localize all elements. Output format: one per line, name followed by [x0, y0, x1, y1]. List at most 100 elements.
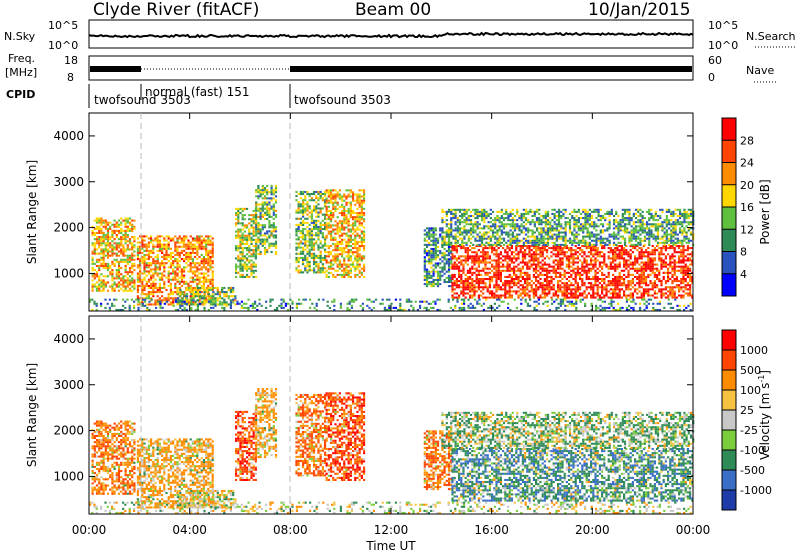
power-cell	[340, 269, 344, 272]
power-cell	[329, 265, 333, 268]
power-cell	[128, 240, 132, 243]
power-cell	[122, 277, 125, 280]
power-cell	[295, 195, 298, 198]
power-cell	[194, 289, 197, 292]
power-cell	[270, 189, 273, 192]
power-cell	[565, 288, 568, 291]
power-cell	[581, 267, 584, 270]
power-cell	[152, 239, 155, 242]
power-cell	[98, 217, 101, 220]
power-cell	[354, 251, 357, 254]
power-cell	[301, 258, 305, 262]
power-cell	[176, 251, 179, 254]
power-cell	[245, 267, 249, 270]
power-cell	[524, 257, 527, 260]
power-cell	[299, 240, 302, 243]
power-cell	[152, 284, 155, 287]
power-cell	[354, 242, 357, 245]
power-cell	[180, 237, 184, 240]
power-cell	[329, 245, 333, 248]
power-cell	[572, 255, 575, 258]
power-cell	[627, 265, 630, 268]
power-cell	[443, 278, 446, 281]
power-cell	[165, 256, 168, 259]
power-cell	[497, 275, 500, 278]
power-cell	[356, 253, 359, 256]
power-cell	[451, 284, 454, 287]
power-cell	[647, 263, 650, 266]
power-cell	[428, 235, 431, 238]
power-cell	[526, 275, 529, 278]
power-cell	[526, 267, 529, 270]
power-cell	[489, 237, 492, 240]
power-cell	[194, 239, 197, 242]
power-cell	[145, 262, 148, 265]
power-cell	[211, 243, 214, 246]
power-cell	[128, 229, 132, 232]
power-cell	[319, 267, 322, 270]
power-cell	[167, 256, 170, 259]
power-cell	[539, 249, 542, 252]
power-cell	[211, 256, 214, 259]
power-cell	[152, 282, 155, 285]
power-cell	[662, 271, 665, 274]
power-cell	[524, 251, 527, 254]
power-cell	[456, 225, 459, 228]
power-cell	[524, 273, 527, 276]
power-cell	[340, 232, 344, 235]
power-cell	[209, 268, 212, 271]
power-cell	[603, 282, 606, 285]
power-cell	[594, 249, 597, 252]
power-cell	[327, 191, 330, 194]
power-cell	[506, 269, 509, 272]
power-cell	[572, 292, 575, 295]
power-cell	[340, 220, 344, 223]
power-cell	[423, 264, 426, 267]
power-cell	[425, 231, 429, 234]
power-cell	[480, 251, 483, 254]
power-cell	[270, 244, 273, 247]
power-cell	[139, 235, 142, 238]
power-cell	[629, 267, 632, 270]
power-cell	[452, 214, 455, 218]
power-cell	[169, 253, 173, 256]
power-cell	[576, 296, 579, 299]
power-cell	[315, 225, 318, 229]
power-cell	[190, 297, 193, 300]
power-cell	[493, 292, 496, 295]
power-cell	[133, 287, 136, 290]
power-cell	[680, 294, 683, 297]
power-cell	[349, 195, 352, 198]
power-cell	[261, 240, 264, 243]
power-cell	[480, 219, 484, 222]
power-cell	[682, 265, 685, 268]
power-cell	[100, 223, 103, 226]
power-cell	[358, 224, 361, 227]
power-cell	[476, 210, 479, 213]
power-cell	[194, 280, 197, 283]
power-cell	[205, 260, 208, 263]
power-cell	[684, 292, 687, 295]
power-cell	[471, 284, 474, 287]
power-cell	[491, 235, 495, 238]
power-cell	[194, 270, 197, 273]
power-cell	[513, 257, 516, 260]
power-cell	[658, 251, 661, 254]
power-cell	[347, 230, 350, 233]
power-cell	[143, 239, 146, 242]
power-cell	[178, 253, 181, 256]
power-cell	[120, 229, 123, 232]
power-cell	[237, 220, 240, 223]
power-cell	[270, 234, 273, 237]
power-cell	[158, 286, 162, 289]
power-cell	[660, 263, 663, 266]
power-cell	[484, 247, 487, 250]
power-cell	[336, 255, 339, 258]
power-cell	[329, 234, 333, 237]
power-cell	[592, 296, 595, 299]
power-cell	[616, 284, 619, 287]
power-cell	[156, 235, 159, 238]
power-cell	[241, 236, 244, 239]
power-cell	[139, 297, 142, 300]
power-cell	[241, 255, 244, 258]
